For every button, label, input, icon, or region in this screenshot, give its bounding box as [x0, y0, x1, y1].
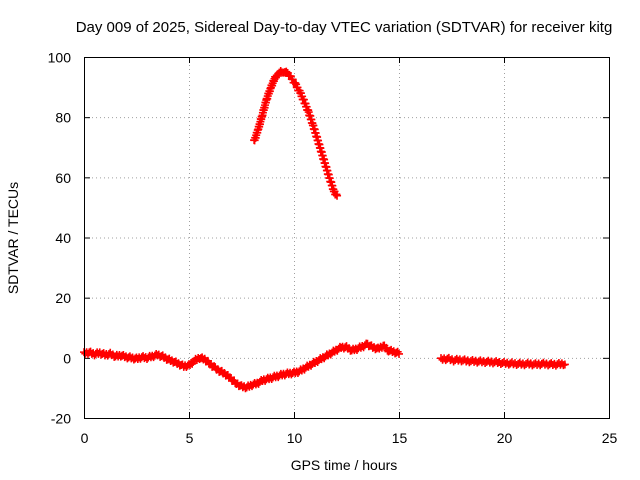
y-tick-label: 80 [55, 110, 71, 126]
y-tick-label: 0 [63, 350, 71, 366]
x-axis-label: GPS time / hours [291, 457, 398, 473]
x-tick-label: 10 [287, 430, 303, 446]
tick-labels: 0 5 10 15 20 25 -20 0 20 40 60 80 100 [48, 50, 618, 447]
chart-title: Day 009 of 2025, Sidereal Day-to-day VTE… [76, 19, 613, 36]
x-tick-label: 5 [186, 430, 194, 446]
series-arc-3 [437, 353, 569, 370]
data-points [80, 67, 569, 393]
data-point [291, 78, 300, 87]
y-tick-label: -20 [51, 411, 71, 427]
y-tick-label: 60 [55, 170, 71, 186]
data-point [333, 191, 342, 200]
x-tick-label: 25 [602, 430, 618, 446]
y-tick-label: 100 [48, 50, 72, 66]
y-axis-label: SDTVAR / TECUs [5, 182, 21, 294]
x-tick-label: 20 [497, 430, 513, 446]
x-tick-label: 15 [392, 430, 408, 446]
data-point [560, 360, 569, 369]
y-tick-label: 20 [55, 290, 71, 306]
series-arc-1 [80, 339, 403, 393]
x-tick-label: 0 [81, 430, 89, 446]
plot-frame [84, 57, 610, 419]
series-arc-2 [250, 67, 342, 200]
data-point [395, 349, 403, 358]
data-point [282, 67, 291, 76]
y-tick-label: 40 [55, 230, 71, 246]
